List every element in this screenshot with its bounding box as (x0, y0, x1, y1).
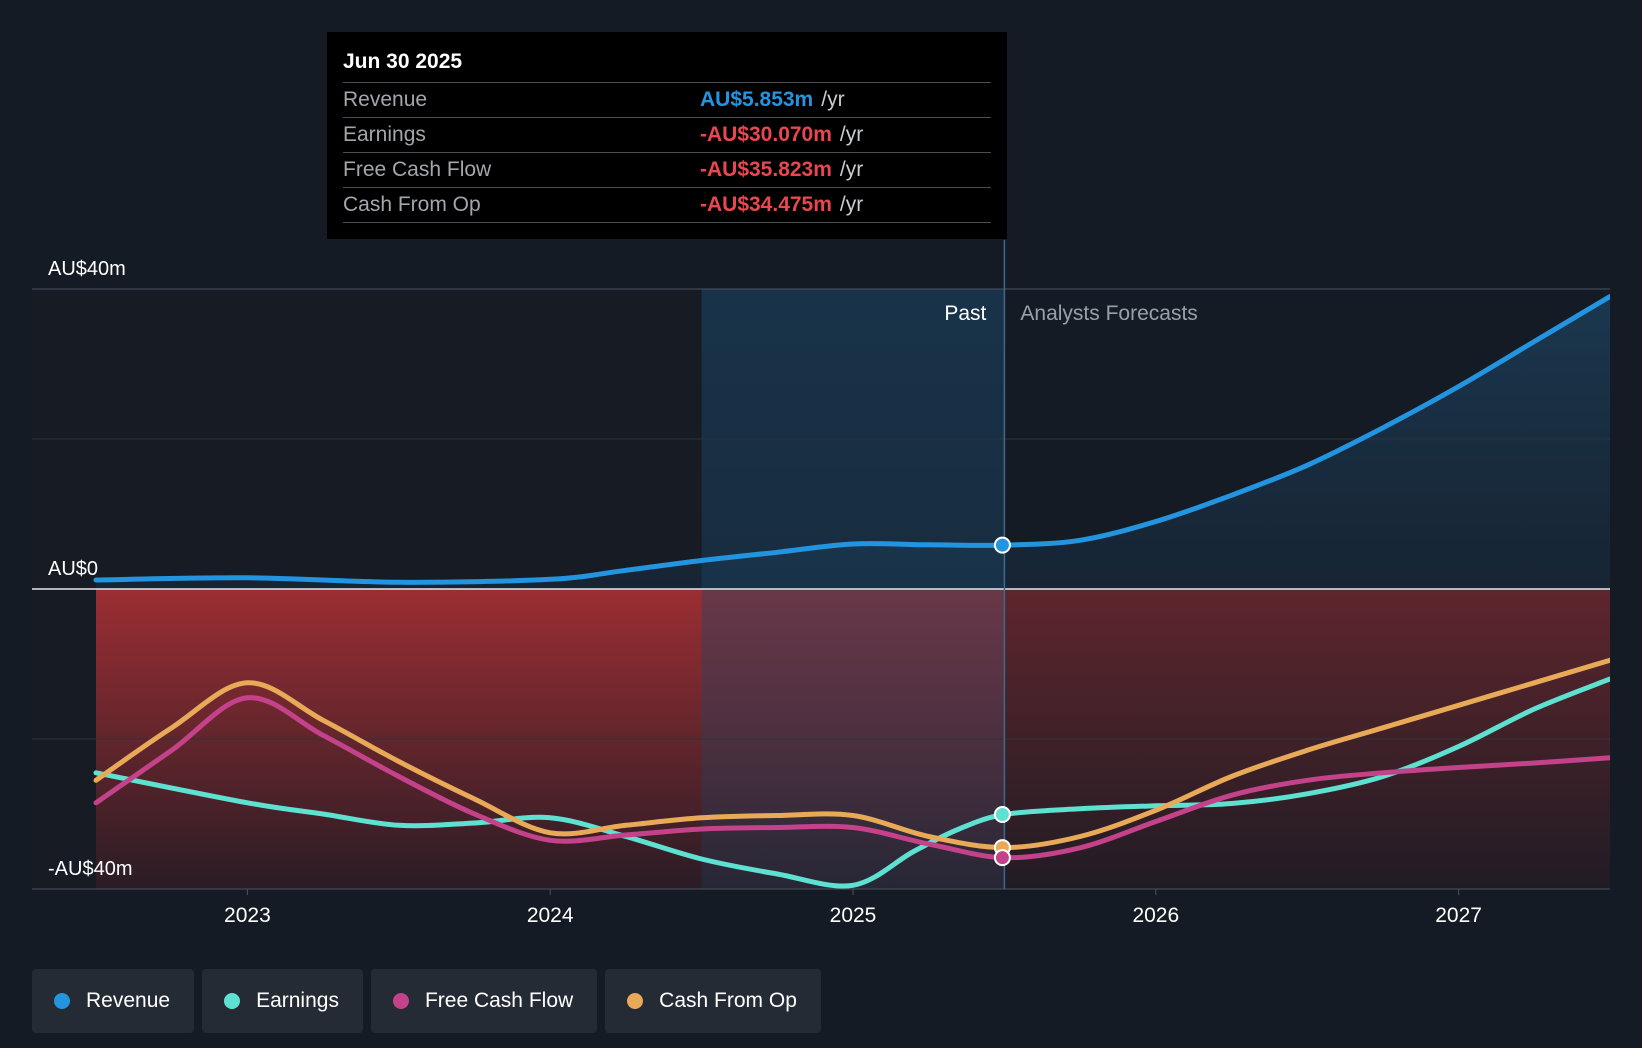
legend-item-free-cash-flow[interactable]: Free Cash Flow (370, 969, 598, 1033)
cfo-line (93, 657, 1610, 851)
x-tick-label: 2024 (527, 904, 574, 927)
legend-item-cash-from-op[interactable]: Cash From Op (605, 969, 821, 1033)
legend: Revenue Earnings Free Cash Flow Cash Fro… (32, 969, 821, 1033)
earnings-dot-icon (224, 993, 241, 1009)
legend-label: Revenue (86, 989, 171, 1012)
tooltip-row-earnings: Earnings -AU$30.070m /yr (343, 117, 991, 152)
tooltip-value: AU$5.853m (700, 88, 814, 111)
earnings-line (93, 676, 1610, 889)
tooltip-value: -AU$30.070m (700, 123, 832, 146)
tooltip-row-revenue: Revenue AU$5.853m /yr (343, 82, 991, 117)
tooltip-row-cfo: Cash From Op -AU$34.475m /yr (343, 187, 991, 223)
y-tick-label: AU$0 (48, 558, 98, 580)
y-tick-label: AU$40m (48, 258, 126, 280)
forecast-label: Analysts Forecasts (1020, 302, 1197, 325)
fcf-marker (993, 849, 1011, 867)
revenue-line (93, 294, 1610, 585)
cash-from-op-dot-icon (627, 993, 644, 1009)
tooltip: Jun 30 2025 Revenue AU$5.853m /yr Earnin… (327, 32, 1007, 239)
tooltip-unit: /yr (839, 123, 864, 146)
revenue-dot-icon (54, 993, 70, 1009)
legend-item-revenue[interactable]: Revenue (32, 969, 195, 1033)
tooltip-value: -AU$34.475m (700, 193, 832, 216)
tooltip-row-fcf: Free Cash Flow -AU$35.823m /yr (343, 152, 991, 187)
free-cash-flow-dot-icon (392, 993, 409, 1009)
tooltip-date: Jun 30 2025 (343, 50, 463, 73)
y-tick-label: -AU$40m (48, 858, 132, 880)
earnings-marker (993, 806, 1011, 824)
legend-label: Cash From Op (659, 989, 797, 1012)
revenue-area (96, 296, 1610, 589)
legend-item-earnings[interactable]: Earnings (202, 969, 363, 1033)
x-tick-label: 2027 (1435, 904, 1482, 927)
tooltip-label: Earnings (343, 123, 426, 146)
tooltip-label: Revenue (343, 88, 428, 111)
fcf-line (93, 695, 1610, 861)
revenue-marker (993, 536, 1011, 554)
legend-label: Earnings (256, 989, 339, 1012)
tooltip-label: Cash From Op (343, 193, 481, 216)
tooltip-unit: /yr (839, 193, 864, 216)
x-tick-label: 2023 (224, 904, 271, 927)
legend-label: Free Cash Flow (424, 989, 574, 1012)
tooltip-label: Free Cash Flow (343, 158, 492, 181)
x-tick-label: 2025 (830, 904, 877, 927)
tooltip-unit: /yr (821, 88, 845, 111)
tooltip-value: -AU$35.823m (700, 158, 832, 181)
past-label: Past (944, 302, 986, 325)
tooltip-unit: /yr (839, 158, 864, 181)
x-tick-label: 2026 (1132, 904, 1179, 927)
